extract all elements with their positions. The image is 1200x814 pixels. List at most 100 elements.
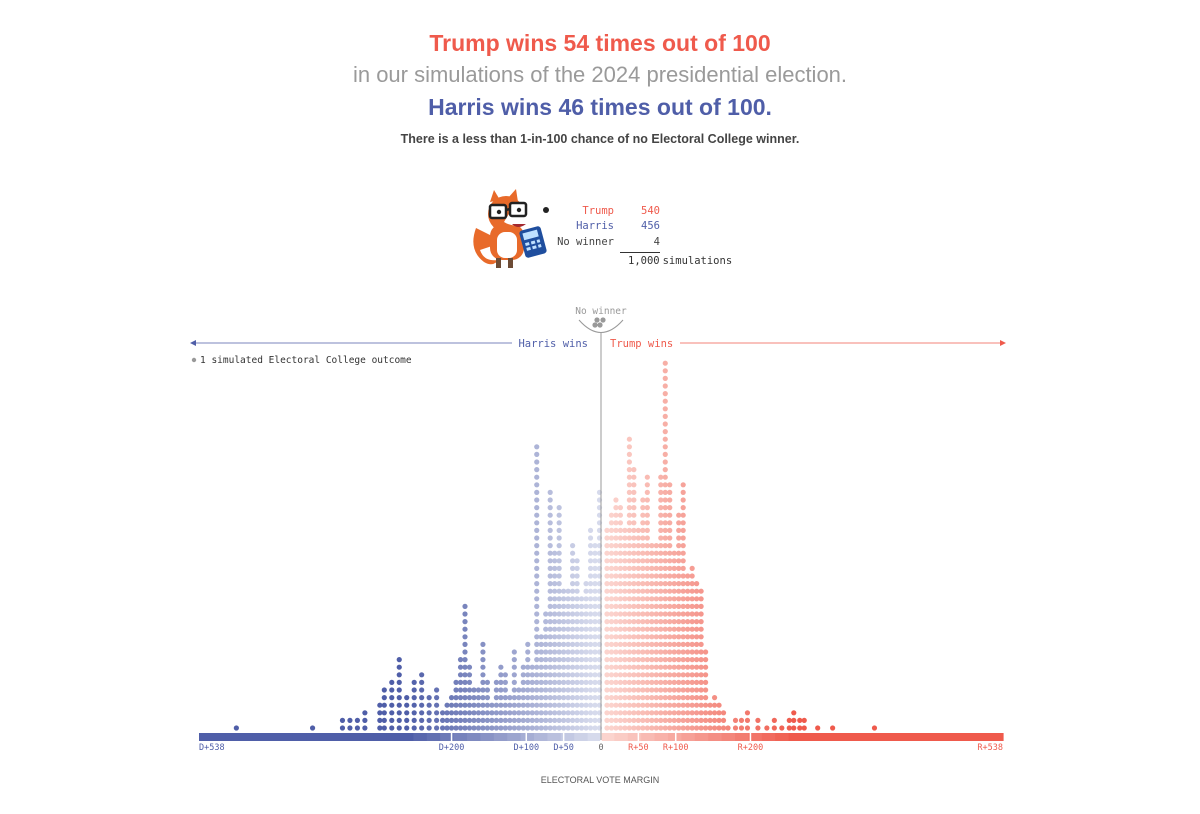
- simulation-dot: [676, 512, 682, 518]
- simulation-dot: [604, 626, 610, 632]
- simulation-dot: [689, 596, 695, 602]
- dot-columns: [233, 360, 878, 731]
- simulation-dot: [644, 649, 650, 655]
- simulation-dot: [561, 664, 567, 670]
- simulation-dot: [525, 657, 531, 663]
- simulation-dot: [389, 695, 395, 701]
- simulation-dot: [689, 611, 695, 617]
- simulation-dot: [649, 657, 655, 663]
- simulation-dot: [667, 505, 673, 511]
- simulation-dot: [543, 634, 549, 640]
- simulation-dot: [631, 626, 637, 632]
- simulation-dot: [640, 535, 646, 541]
- simulation-dot: [662, 482, 668, 488]
- simulation-dot: [462, 702, 468, 708]
- simulation-dot: [538, 634, 544, 640]
- simulation-dot: [640, 573, 646, 579]
- simulation-dot: [635, 717, 641, 724]
- simulation-dot: [635, 702, 641, 708]
- simulation-dot: [613, 634, 619, 640]
- simulation-dot: [475, 725, 482, 731]
- simulation-dot: [578, 611, 585, 617]
- simulation-dot: [396, 664, 402, 670]
- simulation-dot: [626, 596, 632, 602]
- simulation-dot: [592, 543, 598, 549]
- simulation-dot: [419, 710, 425, 716]
- simulation-dot: [457, 717, 464, 724]
- simulation-dot: [694, 641, 700, 648]
- simulation-dot: [676, 619, 682, 625]
- simulation-dot: [534, 512, 540, 518]
- simulation-dot: [707, 717, 713, 724]
- simulation-dot: [411, 702, 417, 708]
- simulation-dot: [667, 603, 673, 610]
- simulation-dot: [448, 695, 455, 701]
- simulation-dot: [511, 717, 517, 724]
- simulation-dot: [671, 550, 677, 556]
- simulation-dot: [694, 649, 700, 655]
- simulation-dot: [570, 717, 576, 724]
- simulation-dot: [462, 611, 468, 617]
- simulation-dot: [587, 558, 594, 564]
- simulation-dot: [635, 634, 641, 640]
- simulation-dot: [640, 619, 646, 625]
- axis-bar-segment: [855, 733, 870, 741]
- simulation-dot: [534, 672, 540, 678]
- simulation-dot: [667, 588, 673, 594]
- simulation-dot: [653, 565, 659, 572]
- simulation-dot: [411, 695, 417, 701]
- simulation-dot: [671, 626, 677, 632]
- simulation-dot: [680, 573, 686, 579]
- simulation-dot: [583, 695, 589, 701]
- simulation-dot: [604, 611, 610, 617]
- simulation-dot: [658, 619, 664, 625]
- simulation-dot: [538, 649, 544, 655]
- simulation-dot: [680, 482, 686, 488]
- simulation-dot: [649, 558, 655, 564]
- simulation-dot: [578, 641, 585, 648]
- simulation-dot: [667, 550, 673, 556]
- simulation-dot: [570, 649, 576, 655]
- simulation-dot: [547, 505, 553, 511]
- simulation-dot: [466, 725, 473, 731]
- simulation-dot: [658, 489, 664, 495]
- simulation-dot: [622, 672, 628, 678]
- simulation-dot: [565, 695, 571, 701]
- simulation-dot: [640, 664, 646, 670]
- simulation-dot: [671, 710, 677, 716]
- simulation-dot: [578, 672, 585, 678]
- simulation-dot: [613, 702, 619, 708]
- simulation-dot: [396, 725, 402, 731]
- simulation-dot: [685, 672, 691, 678]
- simulation-dot: [444, 717, 450, 724]
- simulation-dot: [649, 679, 655, 686]
- simulation-dot: [617, 657, 624, 663]
- simulation-dot: [667, 581, 673, 587]
- axis-bar-segment: [373, 733, 388, 741]
- simulation-dot: [613, 626, 619, 632]
- simulation-dot: [511, 664, 517, 670]
- simulation-dot: [653, 725, 659, 731]
- simulation-dot: [587, 664, 594, 670]
- simulation-dot: [547, 489, 553, 495]
- simulation-dot: [583, 672, 589, 678]
- simulation-dot: [608, 581, 615, 587]
- no-winner-dot: [600, 317, 606, 323]
- simulation-dot: [543, 619, 549, 625]
- simulation-dot: [685, 596, 691, 602]
- simulation-dot: [653, 710, 659, 716]
- simulation-dot: [457, 725, 464, 731]
- simulation-dot: [667, 611, 673, 617]
- simulation-dot: [626, 672, 632, 678]
- simulation-dot: [592, 687, 598, 693]
- axis-bar-segment: [547, 733, 562, 741]
- simulation-dot: [626, 710, 632, 716]
- simulation-dot: [565, 725, 571, 731]
- simulation-dot: [608, 565, 615, 572]
- simulation-dot: [493, 679, 499, 686]
- simulation-dot: [516, 717, 522, 724]
- simulation-dot: [534, 482, 540, 488]
- simulation-dot: [574, 611, 580, 617]
- simulation-dot: [552, 725, 558, 731]
- simulation-dot: [716, 702, 722, 708]
